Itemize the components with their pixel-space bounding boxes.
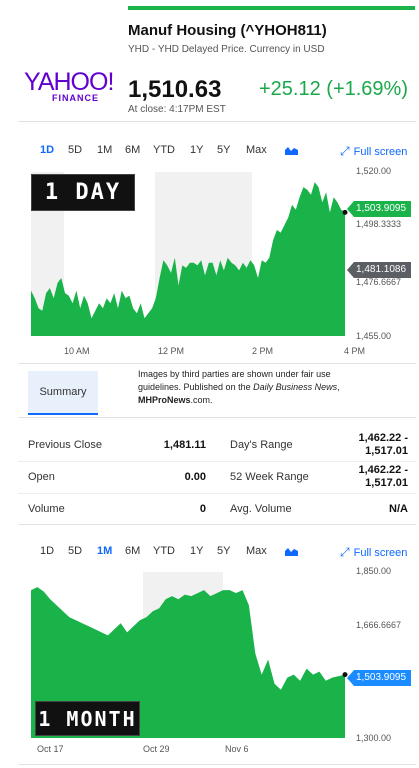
area-chart-icon[interactable]	[285, 145, 298, 155]
y-axis-tick-label: 1,850.00	[356, 566, 392, 576]
disclaimer-publication: Daily Business News	[253, 382, 338, 392]
chart-badge-1-month: 1 MONTH	[35, 701, 140, 736]
tab-5y[interactable]: 5Y	[217, 144, 231, 156]
fair-use-disclaimer: Images by third parties are shown under …	[138, 368, 343, 407]
fullscreen-label: Full screen	[353, 146, 408, 158]
tab-1d[interactable]: 1D	[40, 545, 55, 557]
avg-volume-label: Avg. Volume	[230, 503, 292, 515]
tab-1m[interactable]: 1M	[97, 144, 113, 156]
price-area-series	[31, 587, 345, 738]
yahoo-finance-logo[interactable]: YAHOO! FINANCE	[24, 68, 120, 104]
price-change: +25.12 (+1.69%)	[259, 78, 408, 100]
area-chart-icon[interactable]	[285, 546, 298, 556]
disclaimer-text: Images by third parties are shown under …	[138, 369, 331, 392]
disclaimer-domain: .com.	[190, 395, 213, 405]
y-axis-tick-label: 1,520.00	[356, 166, 392, 176]
quote-title: Manuf Housing (^YHOH811)	[128, 22, 327, 39]
days-range-value-high: 1,517.01	[365, 445, 408, 457]
monthly-chart[interactable]	[0, 566, 419, 762]
y-axis-tick-label: 1,455.00	[356, 331, 392, 341]
days-range-value-low: 1,462.22 -	[358, 432, 408, 444]
y-axis-tick-label: 1,476.6667	[356, 277, 402, 287]
chart-badge-1-day: 1 DAY	[31, 174, 135, 211]
x-axis-tick-label: 4 PM	[344, 346, 366, 356]
tab-5d[interactable]: 5D	[68, 144, 83, 156]
week52-range-label: 52 Week Range	[230, 471, 309, 483]
last-price-dot	[342, 209, 348, 215]
tab-5y[interactable]: 5Y	[217, 545, 231, 557]
volume-label: Volume	[28, 503, 65, 515]
divider	[18, 493, 416, 494]
y-axis-tick-label: 1,666.6667	[356, 620, 402, 630]
y-axis-tick-label: 1,300.00	[356, 733, 392, 743]
open-label: Open	[28, 471, 55, 483]
disclaimer-separator: ,	[337, 382, 340, 392]
x-axis-tick-label: 2 PM	[252, 346, 274, 356]
fullscreen-button[interactable]: ⤢ Full screen	[340, 144, 407, 159]
close-time: At close: 4:17PM EST	[128, 104, 226, 115]
avg-volume-value: N/A	[389, 503, 408, 515]
fullscreen-label: Full screen	[353, 547, 408, 559]
x-axis-tick-label: Oct 17	[37, 744, 64, 754]
tab-max[interactable]: Max	[246, 545, 267, 557]
volume-value: 0	[199, 503, 206, 515]
divider	[18, 363, 416, 364]
fullscreen-button[interactable]: ⤢ Full screen	[340, 545, 407, 560]
expand-icon: ⤢	[340, 144, 350, 158]
disclaimer-site: MHProNews	[138, 395, 191, 405]
current-price-tag: 1,503.9095	[347, 201, 412, 217]
x-axis-tick-label: Nov 6	[225, 744, 249, 754]
expand-icon: ⤢	[340, 545, 350, 559]
week52-range-value-low: 1,462.22 -	[358, 464, 408, 476]
current-price: 1,510.63	[128, 76, 222, 103]
tab-ytd[interactable]: YTD	[153, 545, 175, 557]
tab-1d[interactable]: 1D	[40, 144, 55, 156]
logo-subtitle: FINANCE	[52, 93, 99, 103]
divider	[18, 121, 416, 122]
range-tabs-1d: 1D 5D 1M 6M YTD 1Y 5Y Max ⤢ Full screen	[0, 144, 419, 158]
price-area-series	[31, 182, 345, 336]
tab-summary[interactable]: Summary	[28, 371, 98, 415]
tab-1m[interactable]: 1M	[97, 545, 113, 557]
tab-max[interactable]: Max	[246, 144, 267, 156]
current-price-tag: 1,503.9095	[347, 670, 412, 686]
days-range-label: Day's Range	[230, 439, 293, 451]
divider	[18, 764, 416, 765]
quote-subtitle: YHD - YHD Delayed Price. Currency in USD	[128, 44, 325, 55]
tab-1y[interactable]: 1Y	[190, 545, 204, 557]
last-price-dot	[342, 672, 348, 678]
divider	[18, 417, 416, 418]
open-value: 0.00	[184, 471, 206, 483]
previous-close-tag: 1,481.1086	[347, 262, 412, 278]
divider	[18, 461, 416, 462]
y-axis-tick-label: 1,498.3333	[356, 219, 402, 229]
logo-wordmark: YAHOO!	[24, 68, 114, 96]
x-axis-tick-label: Oct 29	[143, 744, 170, 754]
tab-5d[interactable]: 5D	[68, 545, 83, 557]
previous-close-label: Previous Close	[28, 439, 102, 451]
range-tabs-1m: 1D 5D 1M 6M YTD 1Y 5Y Max ⤢ Full screen	[0, 545, 419, 559]
tab-6m[interactable]: 6M	[125, 545, 141, 557]
previous-close-value: 1,481.11	[163, 439, 206, 451]
x-axis-tick-label: 12 PM	[158, 346, 185, 356]
tab-1y[interactable]: 1Y	[190, 144, 204, 156]
x-axis-tick-label: 10 AM	[64, 346, 90, 356]
tab-ytd[interactable]: YTD	[153, 144, 175, 156]
tab-6m[interactable]: 6M	[125, 144, 141, 156]
week52-range-value-high: 1,517.01	[365, 477, 408, 489]
divider	[18, 524, 416, 525]
header-accent-bar	[128, 6, 415, 10]
